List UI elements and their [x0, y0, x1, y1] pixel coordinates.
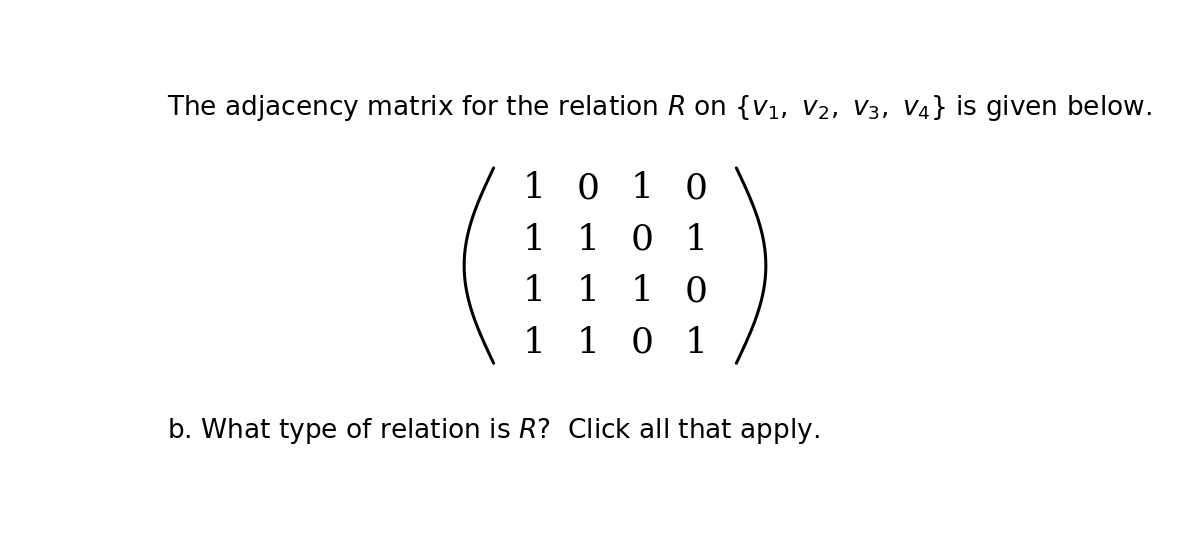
Text: 1: 1 — [522, 171, 546, 206]
Text: b. What type of relation is $R$?  Click all that apply.: b. What type of relation is $R$? Click a… — [167, 417, 820, 446]
Text: 1: 1 — [684, 326, 708, 360]
Text: 0: 0 — [630, 223, 654, 257]
Text: 1: 1 — [522, 326, 546, 360]
Text: 1: 1 — [576, 223, 600, 257]
Text: 1: 1 — [630, 171, 654, 206]
Text: 1: 1 — [684, 223, 708, 257]
Text: 1: 1 — [576, 326, 600, 360]
Text: The adjacency matrix for the relation $R$ on $\{v_1,\ v_2,\ v_3,\ v_4\}$ is give: The adjacency matrix for the relation $R… — [167, 93, 1152, 123]
Text: 1: 1 — [576, 274, 600, 308]
Text: 1: 1 — [630, 274, 654, 308]
Text: 0: 0 — [576, 171, 600, 206]
Text: 1: 1 — [522, 274, 546, 308]
Text: 0: 0 — [684, 274, 708, 308]
Text: 0: 0 — [630, 326, 654, 360]
Text: 1: 1 — [522, 223, 546, 257]
Text: 0: 0 — [684, 171, 708, 206]
